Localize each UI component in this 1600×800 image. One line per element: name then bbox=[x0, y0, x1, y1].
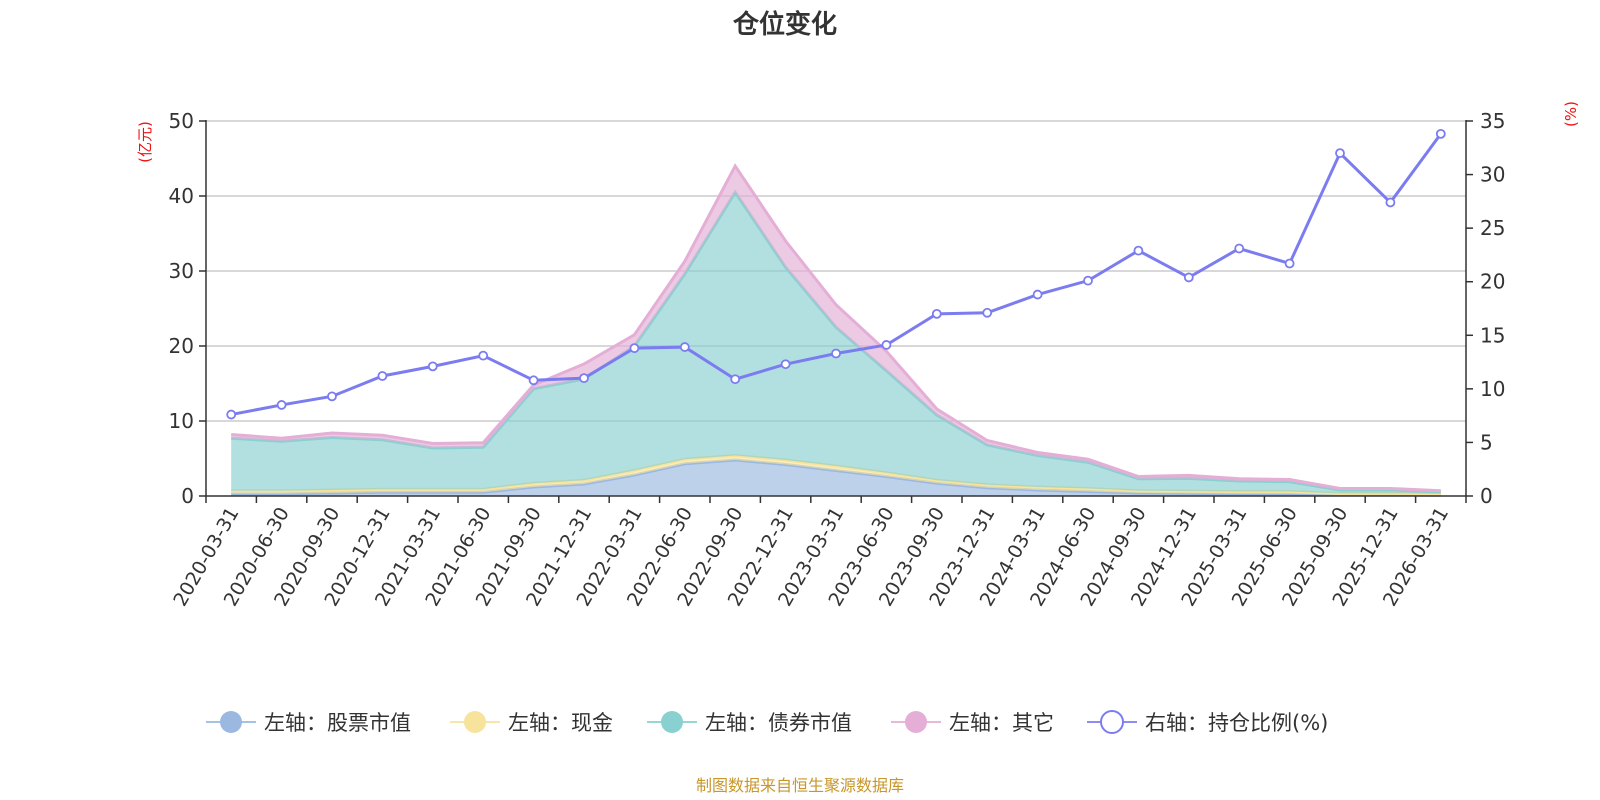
left-tick-label: 10 bbox=[169, 409, 194, 433]
chart-title: 仓位变化 bbox=[732, 9, 837, 40]
legend-label-other: 左轴：其它 bbox=[949, 711, 1054, 735]
right-tick-label: 25 bbox=[1480, 216, 1505, 240]
right-tick-label: 30 bbox=[1480, 163, 1505, 187]
ratio-point bbox=[780, 359, 791, 370]
legend-label-bond: 左轴：债券市值 bbox=[705, 711, 852, 735]
right-tick-label: 0 bbox=[1480, 484, 1493, 508]
ratio-point bbox=[982, 307, 993, 318]
right-tick-label: 20 bbox=[1480, 270, 1505, 294]
ratio-point bbox=[276, 400, 287, 410]
ratio-point bbox=[1183, 272, 1194, 283]
legend-marker-stock bbox=[220, 711, 242, 733]
ratio-point bbox=[226, 409, 237, 420]
legend-marker-other bbox=[905, 711, 927, 733]
right-tick-label: 5 bbox=[1480, 430, 1493, 454]
ratio-point bbox=[377, 371, 388, 381]
data-source-note: 制图数据来自恒生聚源数据库 bbox=[696, 776, 904, 795]
ratio-point bbox=[1335, 148, 1345, 159]
legend-marker-bond bbox=[661, 711, 683, 733]
ratio-point bbox=[1133, 245, 1144, 256]
legend-label-cash: 左轴：现金 bbox=[508, 711, 613, 735]
ratio-point bbox=[1385, 197, 1396, 208]
right-tick-label: 15 bbox=[1480, 323, 1505, 347]
left-tick-label: 0 bbox=[181, 484, 194, 508]
grid-lines bbox=[206, 120, 1466, 422]
legend-marker-ratio bbox=[1100, 710, 1124, 734]
left-tick-label: 30 bbox=[169, 259, 194, 283]
ratio-point bbox=[881, 340, 892, 350]
ratio-point bbox=[327, 391, 337, 402]
ratio-point bbox=[679, 342, 690, 352]
ratio-point bbox=[478, 350, 489, 361]
ratio-point bbox=[528, 375, 539, 386]
legend-marker-cash bbox=[464, 711, 486, 733]
ratio-point bbox=[1234, 243, 1245, 254]
ratio-point bbox=[579, 373, 589, 384]
ratio-point bbox=[1083, 275, 1093, 286]
area-edge-other bbox=[231, 163, 1441, 493]
legend-label-stock: 左轴：股票市值 bbox=[264, 711, 411, 735]
ratio-line-layer bbox=[226, 128, 1446, 420]
left-tick-label: 40 bbox=[169, 184, 194, 208]
right-axis-unit: (%) bbox=[1562, 101, 1580, 127]
stacked-areas bbox=[231, 163, 1441, 497]
ratio-point bbox=[1435, 128, 1446, 139]
ratio-point bbox=[1032, 289, 1043, 300]
left-tick-label: 20 bbox=[169, 334, 194, 358]
area-cash bbox=[231, 455, 1441, 496]
ratio-point bbox=[629, 343, 640, 354]
area-bond bbox=[231, 192, 1441, 494]
legend-label-ratio: 右轴：持仓比例(%) bbox=[1145, 711, 1328, 735]
ratio-point bbox=[1284, 258, 1295, 269]
right-tick-label: 10 bbox=[1480, 377, 1505, 401]
ratio-point bbox=[730, 374, 741, 385]
right-tick-label: 35 bbox=[1480, 109, 1505, 133]
left-axis-unit: (亿元) bbox=[136, 121, 154, 163]
left-tick-label: 50 bbox=[169, 109, 194, 133]
ratio-point bbox=[931, 308, 942, 319]
ratio-point bbox=[831, 348, 841, 359]
ratio-point bbox=[427, 361, 438, 372]
legend: 左轴：股票市值 左轴：现金 左轴：债券市值 左轴：其它 右轴：持仓比例(%) bbox=[206, 710, 1328, 735]
